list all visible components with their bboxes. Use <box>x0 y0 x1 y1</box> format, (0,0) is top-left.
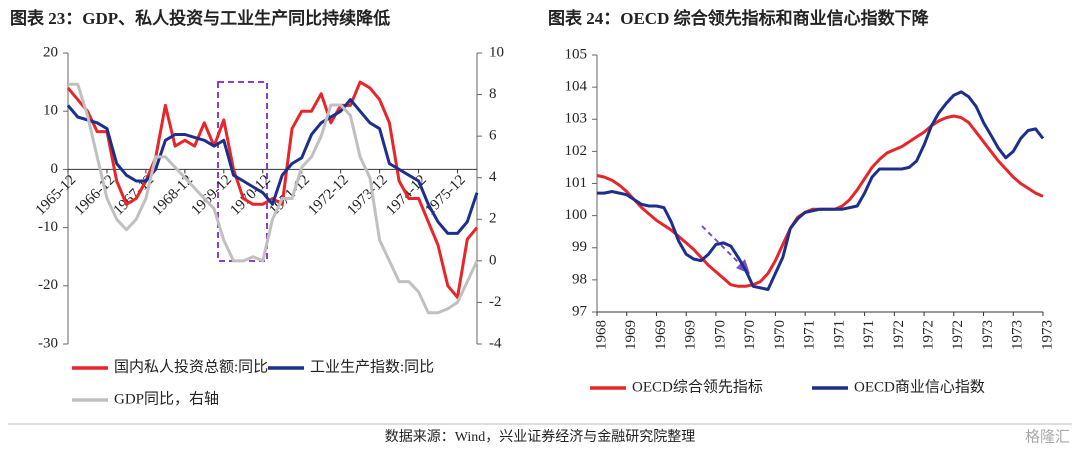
y-tick-label: 99 <box>572 239 587 255</box>
series-line <box>66 98 479 235</box>
y-tick-label: 98 <box>572 271 587 287</box>
x-tick-label: 1972 <box>921 320 937 350</box>
chart-title: 图表 23：GDP、私人投资与工业生产同比持续降低 <box>10 8 390 28</box>
x-tick-label: 1972-12 <box>305 172 352 219</box>
x-tick-label: 1972 <box>950 320 966 350</box>
legend-label: GDP同比，右轴 <box>114 390 219 407</box>
y2-tick-label: 2 <box>489 211 497 227</box>
x-tick-label: 1965-12 <box>33 172 80 219</box>
y2-tick-label: 8 <box>489 86 497 102</box>
y-tick-label: -10 <box>38 219 58 235</box>
y-tick-label: 100 <box>565 207 588 223</box>
x-tick-label: 1970 <box>772 320 788 350</box>
y-tick-label: 105 <box>565 46 588 62</box>
x-tick-label: 1969 <box>653 320 669 350</box>
y-tick-label: 103 <box>565 111 588 127</box>
highlight-box <box>217 81 268 262</box>
x-tick-label: 1970 <box>742 320 758 350</box>
annotation-arrow <box>701 225 743 267</box>
x-tick-label: 1971 <box>861 320 877 350</box>
y-tick-label: 104 <box>565 79 588 95</box>
x-tick-label: 1971 <box>802 320 818 350</box>
x-tick-label: 1973 <box>1039 320 1055 350</box>
y2-tick-label: 4 <box>489 169 497 185</box>
x-tick-label: 1971-12 <box>266 172 313 219</box>
legend-label: OECD商业信心指数 <box>854 378 985 395</box>
x-tick-label: 1972 <box>891 320 907 350</box>
watermark: 格隆汇 <box>1025 428 1070 446</box>
y2-tick-label: 10 <box>489 44 504 60</box>
x-tick-label: 1970 <box>712 320 728 350</box>
series-line <box>596 114 1044 288</box>
x-tick-label: 1971 <box>831 320 847 350</box>
y-tick-label: -30 <box>38 335 58 351</box>
x-tick-label: 1973 <box>980 320 996 350</box>
x-tick-label: 1969 <box>623 320 639 350</box>
y-tick-label: 20 <box>43 44 58 60</box>
legend-label: 工业生产指数:同比 <box>310 358 434 375</box>
x-tick-label: 1973-12 <box>344 172 391 219</box>
x-tick-label: 1969-12 <box>188 172 235 219</box>
y-tick-label: 97 <box>572 303 588 319</box>
y2-tick-label: 0 <box>489 252 497 268</box>
source-note: 数据来源：Wind，兴业证券经济与金融研究院整理 <box>385 429 696 445</box>
y-tick-label: -20 <box>38 277 58 293</box>
x-tick-label: 1968-12 <box>149 172 196 219</box>
y2-tick-label: -2 <box>489 294 502 310</box>
y-tick-label: 10 <box>43 103 58 119</box>
series-line <box>68 82 479 315</box>
x-tick-label: 1966-12 <box>72 172 119 219</box>
y2-tick-label: -4 <box>489 335 502 351</box>
y-tick-label: 102 <box>565 143 588 159</box>
chart-title: 图表 24：OECD 综合领先指标和商业信心指数下降 <box>548 8 930 28</box>
x-tick-label: 1973 <box>1010 320 1026 350</box>
legend-label: OECD综合领先指标 <box>632 378 763 395</box>
y-tick-label: 0 <box>51 161 59 177</box>
x-tick-label: 1969 <box>683 320 699 350</box>
x-tick-label: 1968 <box>593 320 609 350</box>
y-tick-label: 101 <box>565 175 588 191</box>
series-line <box>597 90 1045 291</box>
series-line <box>66 80 479 299</box>
legend-label: 国内私人投资总额:同比 <box>114 358 268 375</box>
y2-tick-label: 6 <box>489 128 497 144</box>
x-tick-label: 1975-12 <box>422 172 469 219</box>
